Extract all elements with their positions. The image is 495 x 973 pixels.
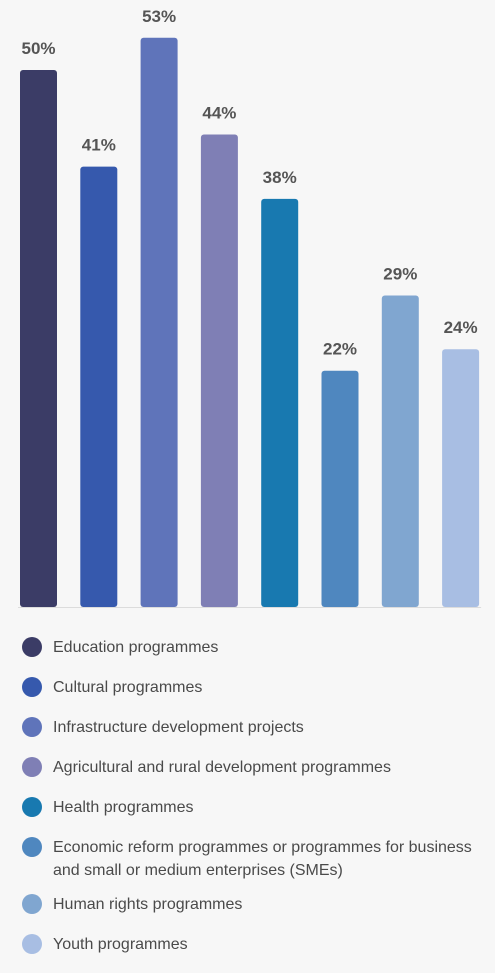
legend-item-1: Education programmes [22, 636, 492, 659]
bar-value-label-8: 24% [444, 318, 478, 337]
bar-5 [261, 198, 299, 607]
bar-value-label-5: 38% [263, 168, 297, 187]
bar-4 [200, 134, 238, 607]
legend-swatch-8 [22, 934, 42, 954]
bar-value-label-4: 44% [202, 103, 236, 122]
legend-swatch-6 [22, 837, 42, 857]
bar-7 [381, 295, 419, 607]
bar-value-label-3: 53% [142, 7, 176, 26]
bar-value-label-1: 50% [21, 39, 55, 58]
legend-item-3: Infrastructure development projects [22, 716, 492, 739]
legend-swatch-2 [22, 677, 42, 697]
legend-label-7: Human rights programmes [53, 896, 243, 913]
legend-item-2: Cultural programmes [22, 676, 492, 699]
legend-item-7: Human rights programmes [22, 893, 492, 916]
legend-item-6: Economic reform programmes or programmes… [22, 836, 492, 882]
data-labels-group: 50% 41% 53% 44% 38% 22% 29% 24% [21, 7, 477, 359]
bar-chart: 50% 41% 53% 44% 38% 22% 29% 24% [18, 7, 482, 608]
legend-item-4: Agricultural and rural development progr… [22, 756, 492, 779]
legend-label-8: Youth programmes [53, 936, 188, 953]
bar-2 [80, 166, 118, 607]
legend-swatch-3 [22, 717, 42, 737]
legend-label-6: Economic reform programmes or programmes… [53, 839, 472, 879]
legend-label-2: Cultural programmes [53, 679, 203, 696]
bar-6 [321, 370, 359, 607]
bar-1 [20, 70, 57, 607]
legend-label-5: Health programmes [53, 799, 194, 816]
bar-value-label-7: 29% [383, 265, 417, 284]
legend-swatch-4 [22, 757, 42, 777]
legend-item-5: Health programmes [22, 796, 492, 819]
bar-value-label-2: 41% [82, 136, 116, 155]
legend-swatch-7 [22, 894, 42, 914]
bar-value-label-6: 22% [323, 340, 357, 359]
legend-label-3: Infrastructure development projects [53, 719, 304, 736]
legend-swatch-1 [22, 637, 42, 657]
legend-label-4: Agricultural and rural development progr… [53, 759, 391, 776]
bar-3 [140, 37, 178, 607]
bar-8 [442, 349, 480, 607]
legend: Education programmes Cultural programmes I… [22, 636, 492, 973]
bars-group [20, 37, 480, 607]
legend-label-1: Education programmes [53, 639, 219, 656]
legend-swatch-5 [22, 797, 42, 817]
legend-item-8: Youth programmes [22, 933, 492, 956]
